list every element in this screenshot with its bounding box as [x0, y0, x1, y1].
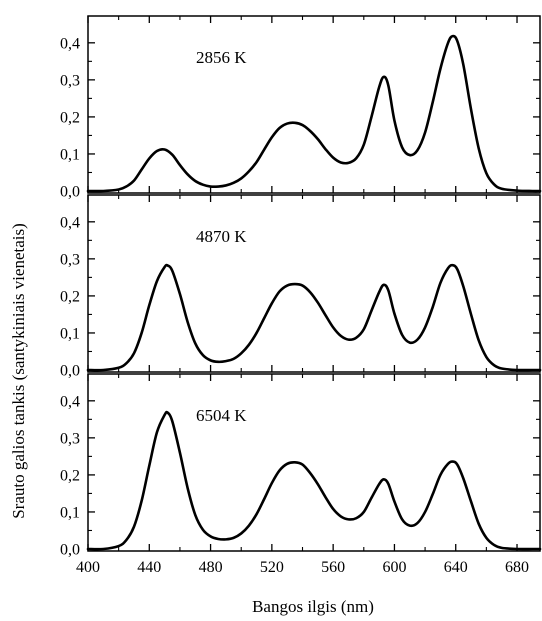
panel-label: 4870 K: [196, 227, 247, 246]
panel-frame: [87, 373, 541, 552]
y-tick-label: 0,0: [60, 363, 80, 380]
y-tick-label: 0,4: [60, 214, 80, 231]
y-axis-label: Srauto galios tankis (santykiniais viene…: [9, 223, 28, 519]
panel-label: 2856 K: [196, 48, 247, 67]
y-tick-label: 0,0: [60, 542, 80, 559]
y-tick-label: 0,4: [60, 35, 80, 52]
x-tick-label: 640: [444, 559, 468, 576]
x-tick-label: 600: [382, 559, 406, 576]
x-tick-label: 680: [505, 559, 529, 576]
panel-frame: [87, 194, 541, 373]
y-tick-label: 0,3: [60, 251, 80, 268]
panels-group: 0,0 0,1 0,2 0,3 0,4 2856 K 0,0 0,1 0,2 0,3 0,4 4870…: [60, 15, 542, 576]
x-tick-label: 560: [321, 559, 345, 576]
spectrum-line: [86, 263, 542, 372]
panel-3: 0,0 0,1 0,2 0,3 0,4 6504 K: [60, 373, 542, 559]
y-tick-label: 0,1: [60, 325, 80, 342]
panel-1: 0,0 0,1 0,2 0,3 0,4 2856 K: [60, 15, 542, 201]
y-tick-label: 0,3: [60, 430, 80, 447]
y-tick-label: 0,1: [60, 146, 80, 163]
x-tick-label: 520: [260, 559, 284, 576]
y-tick-label: 0,0: [60, 184, 80, 201]
y-tick-label: 0,1: [60, 504, 80, 521]
x-tick-label: 400: [76, 559, 100, 576]
y-tick-label: 0,2: [60, 467, 80, 484]
spectrum-line: [86, 410, 542, 551]
panel-2: 0,0 0,1 0,2 0,3 0,4 4870 K: [60, 194, 542, 380]
y-tick-label: 0,3: [60, 72, 80, 89]
x-tick-label: 440: [137, 559, 161, 576]
panel-label: 6504 K: [196, 406, 247, 425]
spectrum-line: [86, 34, 542, 193]
y-tick-label: 0,2: [60, 288, 80, 305]
x-axis-label: Bangos ilgis (nm): [252, 597, 374, 616]
y-tick-label: 0,2: [60, 109, 80, 126]
panel-frame: [87, 15, 541, 194]
x-tick-label: 480: [199, 559, 223, 576]
y-tick-label: 0,4: [60, 393, 80, 410]
